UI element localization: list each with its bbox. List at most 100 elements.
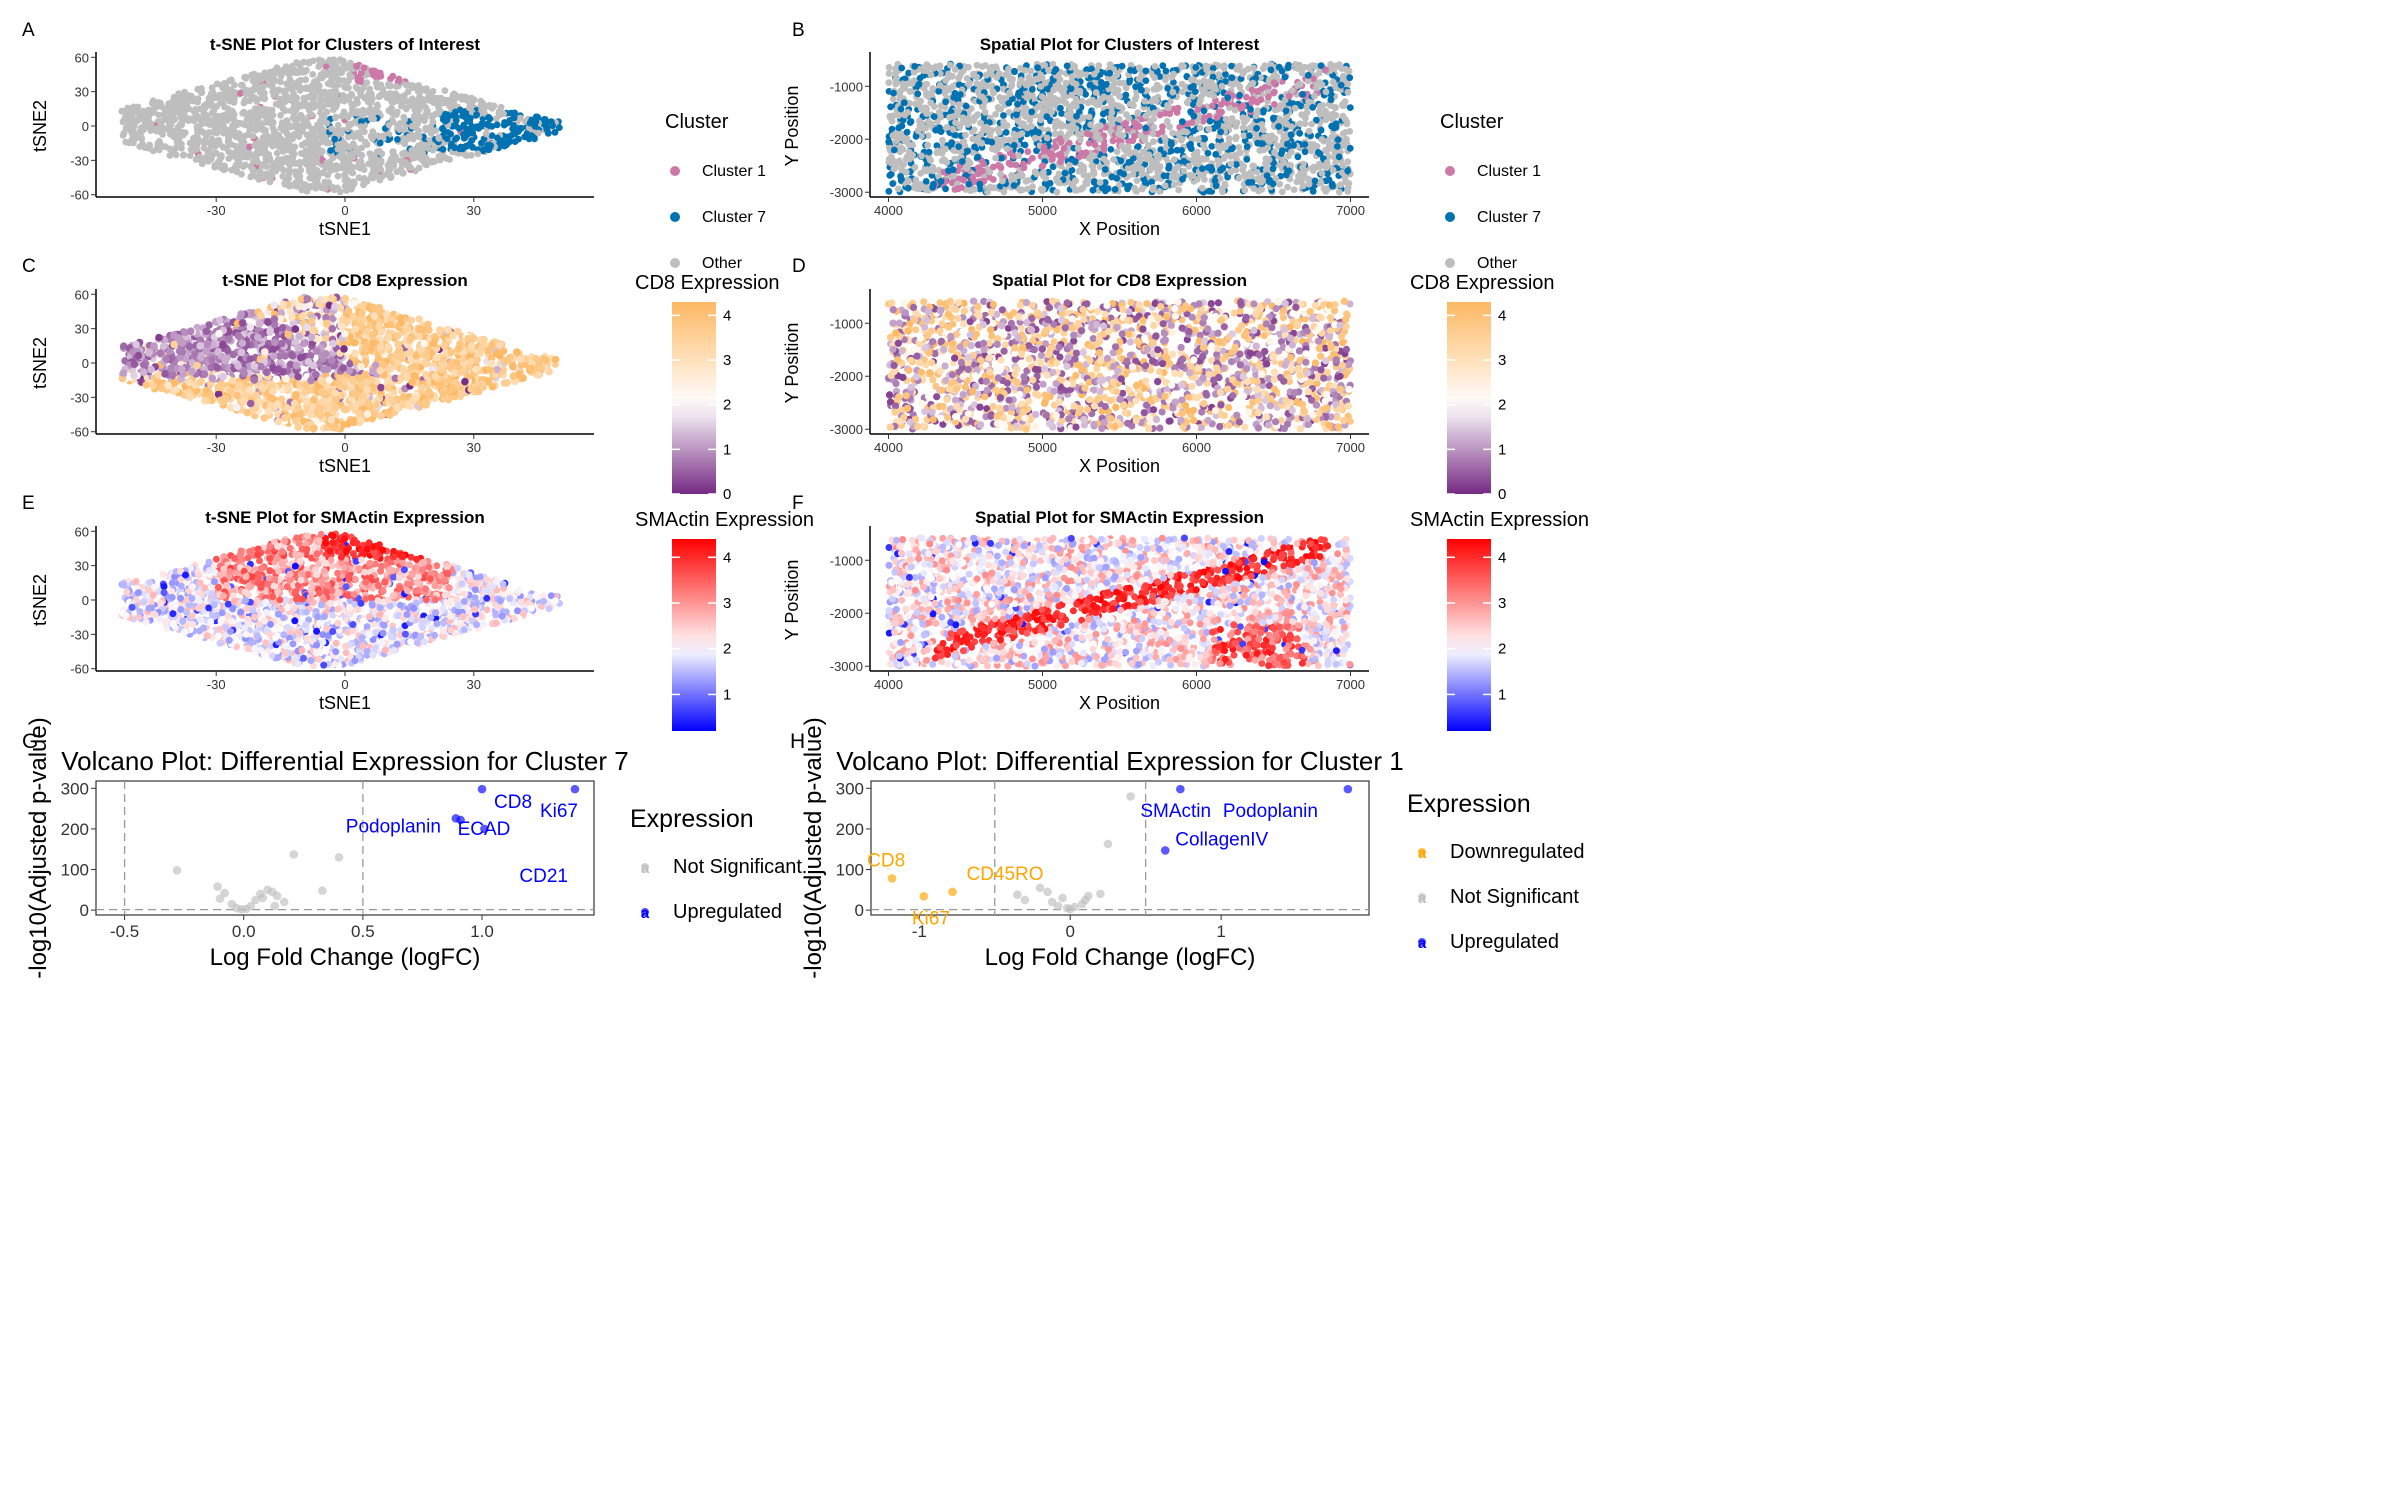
data-point bbox=[1174, 163, 1182, 171]
data-point bbox=[1168, 174, 1176, 181]
data-point bbox=[1085, 139, 1093, 147]
data-point bbox=[422, 124, 430, 132]
data-point bbox=[1043, 134, 1051, 142]
data-point bbox=[347, 179, 354, 187]
data-point bbox=[509, 125, 516, 133]
data-point bbox=[1305, 98, 1312, 106]
data-point bbox=[366, 150, 374, 158]
data-point bbox=[1202, 62, 1210, 70]
data-point bbox=[349, 153, 357, 161]
data-point bbox=[497, 103, 505, 111]
data-point bbox=[1039, 162, 1047, 170]
data-point bbox=[1134, 109, 1142, 116]
data-point bbox=[1224, 94, 1232, 102]
data-point bbox=[341, 61, 348, 69]
data-point bbox=[517, 124, 525, 132]
data-point bbox=[1208, 79, 1215, 86]
data-point bbox=[305, 58, 313, 66]
data-point bbox=[1072, 80, 1080, 88]
data-point bbox=[1000, 188, 1008, 196]
data-point bbox=[1050, 94, 1058, 102]
data-point bbox=[163, 105, 171, 113]
data-point bbox=[315, 63, 323, 70]
data-point bbox=[389, 98, 396, 106]
data-point bbox=[300, 180, 307, 188]
data-point bbox=[353, 62, 360, 70]
data-point bbox=[303, 160, 311, 168]
data-point bbox=[1316, 79, 1324, 86]
data-point bbox=[1151, 109, 1158, 117]
data-point bbox=[443, 135, 451, 143]
data-point bbox=[396, 126, 403, 133]
data-point bbox=[247, 173, 255, 181]
data-point bbox=[1000, 112, 1007, 119]
data-point bbox=[994, 162, 1002, 169]
data-point bbox=[974, 134, 982, 142]
data-point bbox=[927, 99, 935, 107]
data-point bbox=[1036, 113, 1044, 120]
data-point bbox=[1101, 187, 1109, 195]
data-point bbox=[1027, 67, 1035, 75]
data-point bbox=[1243, 156, 1251, 163]
data-point bbox=[885, 79, 893, 86]
data-point bbox=[1318, 169, 1326, 177]
data-point bbox=[270, 139, 278, 147]
data-point bbox=[1046, 149, 1054, 157]
data-point bbox=[1250, 162, 1258, 170]
data-point bbox=[1053, 188, 1061, 196]
data-point bbox=[890, 146, 898, 154]
data-point bbox=[1107, 146, 1115, 153]
data-point bbox=[964, 147, 971, 155]
data-point bbox=[369, 135, 376, 143]
data-point bbox=[982, 71, 990, 79]
data-point bbox=[1116, 169, 1124, 176]
data-point bbox=[355, 174, 363, 182]
data-point bbox=[1220, 65, 1228, 72]
data-point bbox=[262, 126, 269, 134]
data-point bbox=[373, 172, 381, 180]
data-point bbox=[1322, 88, 1330, 96]
data-point bbox=[1005, 71, 1012, 79]
data-point bbox=[1258, 186, 1266, 193]
data-point bbox=[898, 122, 906, 130]
data-point bbox=[227, 112, 235, 120]
data-point bbox=[370, 71, 377, 79]
data-point bbox=[119, 132, 127, 139]
data-point bbox=[347, 168, 355, 176]
data-point bbox=[511, 138, 519, 146]
data-point bbox=[1252, 112, 1260, 120]
data-point bbox=[1092, 89, 1100, 96]
data-point bbox=[1149, 183, 1157, 191]
data-point bbox=[521, 133, 529, 141]
data-point bbox=[1087, 155, 1094, 163]
data-point bbox=[966, 159, 974, 167]
data-point bbox=[485, 114, 493, 121]
data-point bbox=[1190, 112, 1198, 120]
y-axis-label: tSNE2 bbox=[30, 337, 50, 389]
data-point bbox=[318, 114, 326, 121]
data-point bbox=[1003, 145, 1011, 153]
data-point bbox=[1138, 86, 1145, 94]
data-point bbox=[171, 107, 179, 115]
data-point bbox=[1296, 129, 1304, 137]
data-point bbox=[464, 130, 471, 138]
data-point bbox=[330, 56, 337, 64]
data-point bbox=[213, 129, 221, 137]
data-point bbox=[319, 127, 327, 135]
data-point bbox=[999, 177, 1006, 185]
data-point bbox=[508, 132, 515, 139]
data-point bbox=[976, 180, 984, 188]
data-point bbox=[155, 99, 162, 106]
data-point bbox=[1090, 70, 1098, 78]
data-point bbox=[501, 142, 508, 150]
data-point bbox=[260, 105, 268, 113]
y-tick-label: 60 bbox=[75, 50, 89, 65]
data-point bbox=[1263, 172, 1271, 180]
data-point bbox=[534, 129, 542, 137]
data-point bbox=[198, 89, 206, 96]
data-point bbox=[155, 111, 163, 119]
data-point bbox=[1022, 177, 1030, 185]
data-point bbox=[341, 143, 349, 150]
data-point bbox=[341, 165, 348, 173]
x-axis-label: tSNE1 bbox=[319, 219, 371, 239]
